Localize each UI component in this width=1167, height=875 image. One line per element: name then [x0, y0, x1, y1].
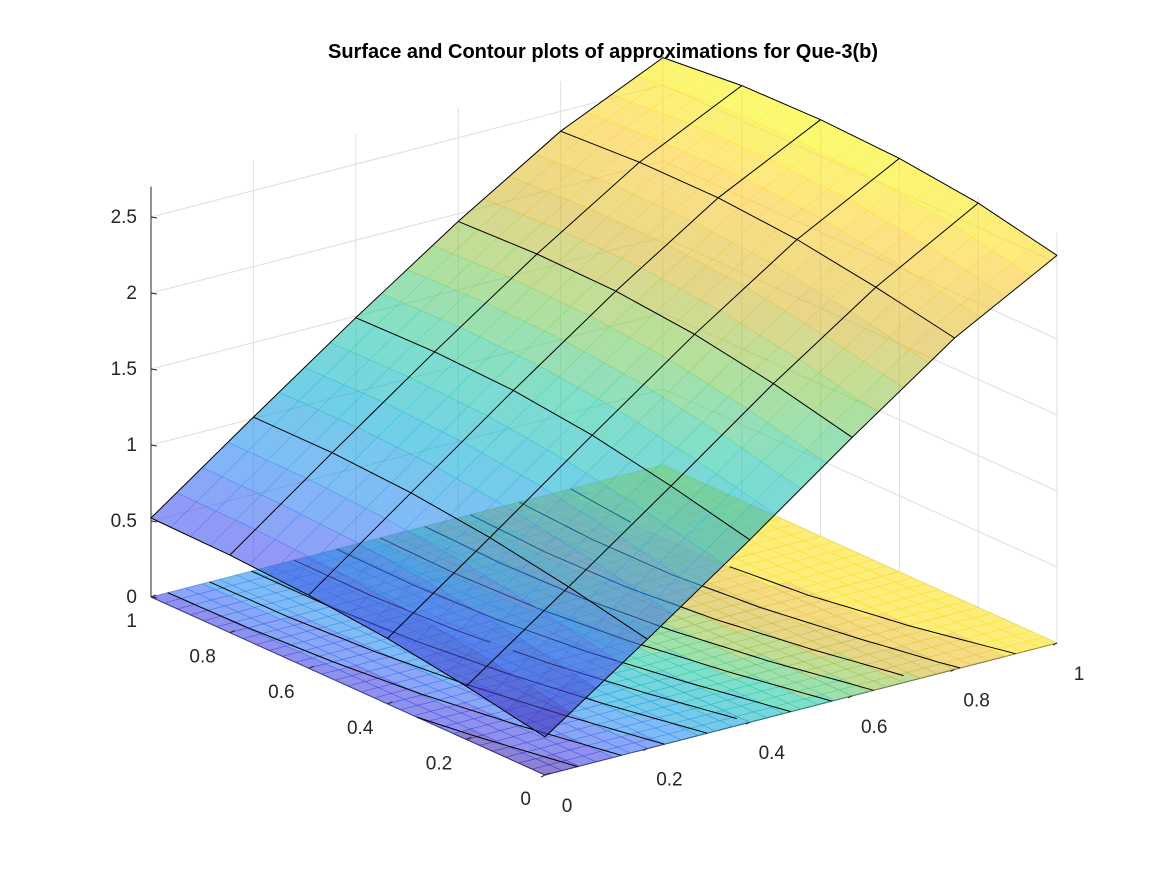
z-tick-label: 0.5 [111, 511, 137, 532]
x-tick-mark [745, 721, 751, 725]
y-tick-mark [544, 772, 551, 776]
z-tick-label: 2 [126, 283, 137, 304]
contour-line [416, 716, 578, 768]
x-tick-mark [1052, 642, 1058, 646]
surface-mesh-line [465, 202, 979, 687]
z-tick-label: 1.5 [111, 359, 137, 380]
y-tick-label: 0.8 [189, 647, 215, 668]
y-tick-label: 1 [126, 611, 137, 632]
surface-mesh-line [560, 130, 955, 339]
y-tick-label: 0.4 [347, 718, 374, 739]
surface-mesh-line [387, 158, 900, 639]
z-tick-label: 1 [126, 435, 137, 456]
x-tick-label: 0.4 [759, 743, 786, 764]
x-tick-label: 0 [562, 796, 573, 817]
chart-title: Surface and Contour plots of approximati… [328, 41, 878, 63]
x-tick-label: 0.8 [963, 690, 989, 711]
x-tick-mark [643, 748, 648, 752]
y-tick-mark [150, 594, 157, 598]
surface-mesh-line [355, 317, 751, 541]
surface-mesh-line [544, 255, 1058, 738]
z-tick-mark [150, 368, 158, 371]
surface-mesh-line [308, 119, 821, 596]
x-tick-label: 1 [1074, 664, 1085, 685]
surface-mesh-line [458, 220, 853, 438]
z-tick-label: 0 [126, 587, 137, 608]
x-tick-mark [847, 695, 853, 699]
x-tick-label: 0.2 [656, 770, 682, 791]
surface-layer [150, 57, 1058, 738]
surface-mesh-line [253, 416, 648, 640]
surface-mesh-line [662, 57, 1058, 256]
x-tick-mark [950, 668, 955, 672]
y-tick-mark [387, 701, 393, 705]
ticks-layer: 0 0.5 1 1.5 2 2.5 0 0.2 0.4 0.6 0.8 1 0 0.2 0.4 0.6 0.8 1 [111, 207, 1085, 817]
surface-mesh-line [229, 85, 743, 556]
x-tick-label: 0.6 [861, 717, 887, 738]
surface-mesh-line [150, 517, 546, 738]
z-tick-mark [150, 596, 158, 599]
y-tick-mark [466, 736, 472, 740]
contour-line [167, 592, 622, 756]
y-tick-label: 0 [520, 789, 531, 810]
y-tick-label: 0.2 [426, 753, 452, 774]
y-tick-label: 0.6 [268, 682, 294, 703]
z-tick-label: 2.5 [111, 207, 137, 228]
x-tick-mark [540, 774, 546, 778]
y-tick-mark [229, 630, 235, 634]
z-tick-mark [150, 444, 158, 447]
z-tick-mark [150, 216, 158, 219]
z-tick-mark [150, 520, 158, 523]
y-tick-mark [308, 665, 314, 669]
surface-mesh-line [150, 57, 664, 519]
z-tick-mark [150, 292, 158, 295]
